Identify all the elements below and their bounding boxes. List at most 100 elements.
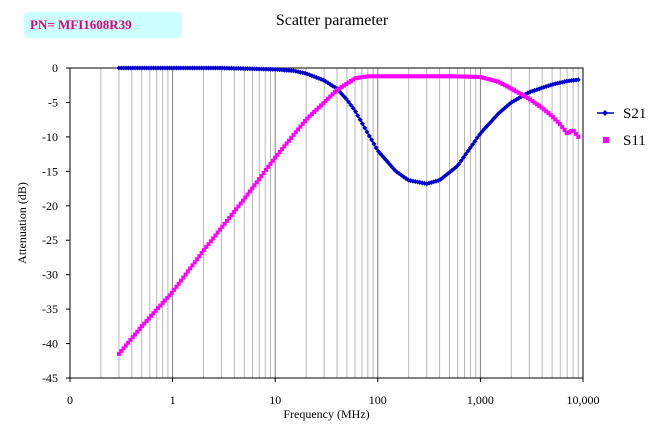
data-point — [417, 74, 422, 79]
data-point — [302, 119, 307, 124]
data-point — [282, 144, 287, 149]
data-point — [544, 109, 549, 114]
data-point — [351, 77, 356, 82]
data-point — [151, 311, 156, 316]
data-point — [491, 78, 496, 83]
data-point — [489, 77, 494, 82]
data-point — [366, 133, 372, 139]
data-point — [378, 74, 383, 79]
series-s11 — [116, 74, 581, 356]
data-point — [355, 75, 360, 80]
data-point — [121, 346, 126, 351]
data-point — [307, 114, 312, 119]
data-point — [215, 230, 220, 235]
data-point — [463, 74, 468, 79]
data-point — [440, 74, 445, 79]
data-point — [360, 75, 365, 80]
data-point — [229, 213, 234, 218]
grid-layer — [100, 68, 579, 378]
data-point — [500, 81, 505, 86]
data-point — [477, 74, 482, 79]
data-point — [218, 227, 223, 232]
data-point — [362, 125, 368, 131]
data-point — [165, 295, 170, 300]
data-point — [493, 79, 498, 84]
data-point — [316, 105, 321, 110]
data-point — [362, 74, 367, 79]
data-point — [472, 74, 477, 79]
data-point — [521, 93, 526, 98]
data-point — [353, 109, 359, 115]
data-point — [346, 99, 352, 105]
y-axis-label: Attenuation (dB) — [15, 182, 29, 264]
plot-frame — [69, 67, 584, 379]
data-point — [314, 107, 319, 112]
data-point — [364, 129, 370, 135]
data-point — [571, 128, 576, 133]
data-point — [528, 97, 533, 102]
x-axis-label: Frequency (MHz) — [283, 407, 369, 421]
data-point — [454, 74, 459, 79]
data-point — [359, 121, 365, 127]
data-point — [245, 192, 250, 197]
data-point — [185, 269, 190, 274]
x-tick-label: 100 — [369, 393, 387, 407]
data-point — [231, 210, 236, 215]
data-point — [247, 189, 252, 194]
data-point — [201, 247, 206, 252]
data-point — [539, 105, 544, 110]
data-point — [514, 89, 519, 94]
data-point — [474, 135, 480, 141]
data-point — [270, 158, 275, 163]
data-point — [369, 137, 375, 143]
data-point — [537, 103, 542, 108]
data-point — [523, 94, 528, 99]
data-point — [477, 132, 483, 138]
data-point — [199, 251, 204, 256]
x-tick-label: 0 — [67, 393, 73, 407]
data-point — [144, 318, 149, 323]
data-point — [305, 116, 310, 121]
data-point — [268, 161, 273, 166]
data-point — [415, 74, 420, 79]
data-point — [208, 239, 213, 244]
data-point — [116, 351, 121, 356]
data-point — [273, 155, 278, 160]
data-point — [470, 141, 476, 147]
data-point — [358, 75, 363, 80]
data-point — [211, 236, 216, 241]
data-point — [553, 117, 558, 122]
data-point — [240, 198, 245, 203]
data-point — [167, 293, 172, 298]
data-point — [261, 171, 266, 176]
data-point — [557, 122, 562, 127]
data-point — [192, 260, 197, 265]
data-point — [155, 306, 160, 311]
data-point — [392, 74, 397, 79]
data-point — [319, 103, 324, 108]
data-point — [365, 74, 370, 79]
data-point — [284, 141, 289, 146]
data-point — [465, 148, 471, 154]
data-point — [293, 130, 298, 135]
data-point — [135, 329, 140, 334]
data-point — [443, 74, 448, 79]
legend-item-s11: S11 — [603, 133, 646, 149]
data-point — [323, 98, 328, 103]
series-line — [119, 67, 579, 185]
data-point — [532, 100, 537, 105]
data-point — [433, 74, 438, 79]
data-point — [344, 81, 349, 86]
data-point — [576, 134, 581, 139]
x-tick-label: 1,000 — [467, 393, 494, 407]
data-point — [495, 79, 500, 84]
series-s21 — [116, 65, 581, 187]
data-point — [445, 74, 450, 79]
data-point — [383, 74, 388, 79]
data-point — [277, 150, 282, 155]
y-tick-label: -35 — [42, 302, 58, 316]
data-point — [234, 207, 239, 212]
data-point — [567, 130, 572, 135]
data-point — [330, 92, 335, 97]
